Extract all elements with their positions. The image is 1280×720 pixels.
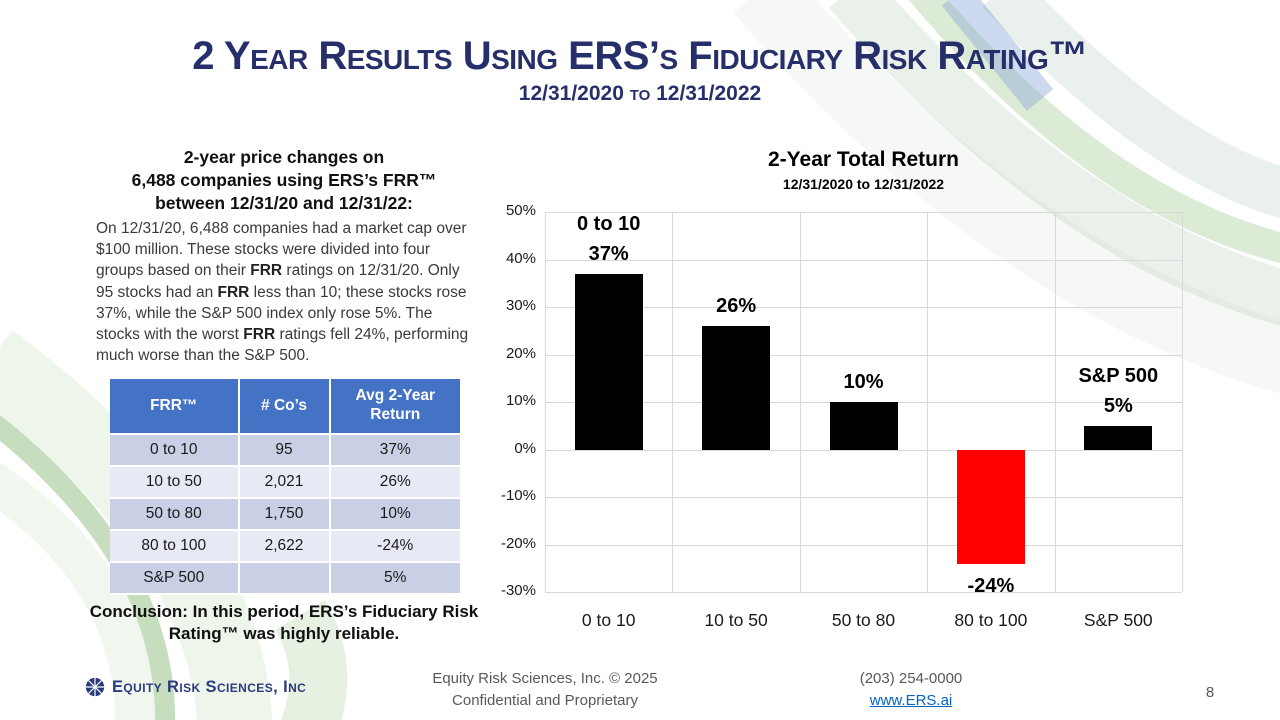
table-cell: 80 to 100 xyxy=(110,531,240,563)
table-cell: 10 to 50 xyxy=(110,467,240,499)
table-cell: 5% xyxy=(330,563,460,595)
horizontal-gridline xyxy=(545,544,1182,546)
footer-copyright-line2: Confidential and Proprietary xyxy=(452,691,638,709)
bar-data-label: -24% xyxy=(967,574,1015,597)
vertical-gridline xyxy=(799,212,801,592)
y-axis-tick-label: 20% xyxy=(505,344,536,362)
table-cell: -24% xyxy=(330,531,460,563)
table-row: 0 to 10 95 37% xyxy=(110,435,460,467)
table-cell xyxy=(239,563,331,595)
y-axis-tick-label: 10% xyxy=(505,392,536,409)
footer-copyright-line1: Equity Risk Sciences, Inc. © 2025 xyxy=(432,670,658,687)
total-return-chart: 2-Year Total Return 12/31/2020 to 12/31/… xyxy=(490,140,1220,670)
x-axis-category-label: 80 to 100 xyxy=(954,610,1028,630)
footer-contact: (203) 254-0000 www.ERS.ai xyxy=(791,668,1031,712)
table-cell: 2,622 xyxy=(239,531,331,563)
bar-80-to-100 xyxy=(956,449,1025,564)
y-axis-tick-label: 30% xyxy=(505,297,536,314)
table-row: 10 to 50 2,021 26% xyxy=(110,467,460,499)
frr-table-body: 0 to 10 95 37% 10 to 50 2,021 26% 50 to 80 1,75… xyxy=(110,435,460,595)
y-axis-tick-label: 0% xyxy=(514,439,536,457)
table-cell: 2,021 xyxy=(239,467,331,499)
table-cell: S&P 500 xyxy=(110,563,240,595)
x-axis-category-label: S&P 500 xyxy=(1083,610,1153,630)
heading-line-3: between 12/31/20 and 12/31/22: xyxy=(155,192,413,213)
bar-data-label: 0 to 10 37% xyxy=(577,212,641,265)
ers-logo-icon xyxy=(85,677,105,697)
y-axis-tick-label: 40% xyxy=(505,249,536,267)
table-cell: 50 to 80 xyxy=(110,499,240,531)
footer-website-link[interactable]: www.ERS.ai xyxy=(869,691,953,709)
slide-title: 2 Year Results Using ERS’s Fiduciary Ris… xyxy=(192,34,1088,78)
table-cell: 0 to 10 xyxy=(110,435,240,467)
y-axis-tick-label: -20% xyxy=(500,534,536,552)
bar-s&p-500 xyxy=(1084,425,1153,450)
header-cell-return: Avg 2-Year Return xyxy=(330,379,460,435)
vertical-gridline xyxy=(545,212,546,592)
company-logo: Equity Risk Sciences, Inc xyxy=(84,676,306,698)
bar-10-to-50 xyxy=(702,326,771,450)
bar-50-to-80 xyxy=(829,402,898,450)
table-cell: 95 xyxy=(239,435,331,467)
horizontal-gridline xyxy=(545,497,1182,498)
table-cell: 10% xyxy=(330,499,460,531)
chart-title: 2-Year Total Return xyxy=(768,148,959,171)
slide-subtitle: 12/31/2020 to 12/31/2022 xyxy=(518,82,762,105)
footer-copyright: Equity Risk Sciences, Inc. © 2025 Confid… xyxy=(380,668,710,712)
horizontal-gridline xyxy=(545,307,1182,308)
x-axis-category-label: 50 to 80 xyxy=(831,610,896,630)
bar-data-label: 26% xyxy=(716,295,757,317)
chart-subtitle: 12/31/2020 to 12/31/2022 xyxy=(782,176,945,192)
logo-text: Equity Risk Sciences, Inc xyxy=(112,677,307,696)
bar-0-to-10 xyxy=(574,273,643,450)
page-number: 8 xyxy=(1205,684,1215,701)
table-row: 80 to 100 2,622 -24% xyxy=(110,531,460,563)
horizontal-gridline xyxy=(545,259,1182,261)
header-cell-companies: # Co’s xyxy=(239,379,331,435)
vertical-gridline xyxy=(1182,212,1183,592)
x-axis-category-label: 0 to 10 xyxy=(581,610,636,630)
body-paragraph: On 12/31/20, 6,488 companies had a marke… xyxy=(96,220,469,365)
header-cell-frr: FRR™ xyxy=(110,379,240,435)
heading-line-1: 2-year price changes on xyxy=(183,147,385,167)
frr-table-header-row: FRR™ # Co’s Avg 2-Year Return xyxy=(110,379,460,435)
conclusion-text: Conclusion: In this period, ERS’s Fiduci… xyxy=(89,602,479,644)
heading-line-2: 6,488 companies using ERS’s FRR™ xyxy=(131,169,437,190)
vertical-gridline xyxy=(1054,212,1056,592)
footer-phone: (203) 254-0000 xyxy=(859,670,963,687)
vertical-gridline xyxy=(672,212,674,592)
table-cell: 37% xyxy=(330,435,460,467)
left-panel-heading: 2-year price changes on 6,488 companies … xyxy=(88,146,480,214)
y-axis-tick-label: -30% xyxy=(500,582,536,599)
bar-data-label: 10% xyxy=(843,371,884,393)
table-row: 50 to 80 1,750 10% xyxy=(110,499,460,531)
horizontal-gridline xyxy=(545,592,1182,593)
table-cell: 1,750 xyxy=(239,499,331,531)
horizontal-gridline xyxy=(545,449,1182,451)
frr-table: FRR™ # Co’s Avg 2-Year Return 0 to 10 95 3… xyxy=(110,379,460,595)
y-axis-tick-label: 50% xyxy=(505,202,536,219)
table-cell: 26% xyxy=(330,467,460,499)
table-row: S&P 500 5% xyxy=(110,563,460,595)
y-axis-tick-label: -10% xyxy=(500,487,536,504)
bar-data-label: S&P 500 5% xyxy=(1078,364,1159,417)
horizontal-gridline xyxy=(545,212,1182,213)
horizontal-gridline xyxy=(545,354,1182,356)
vertical-gridline xyxy=(927,212,929,592)
x-axis-category-label: 10 to 50 xyxy=(704,610,768,630)
